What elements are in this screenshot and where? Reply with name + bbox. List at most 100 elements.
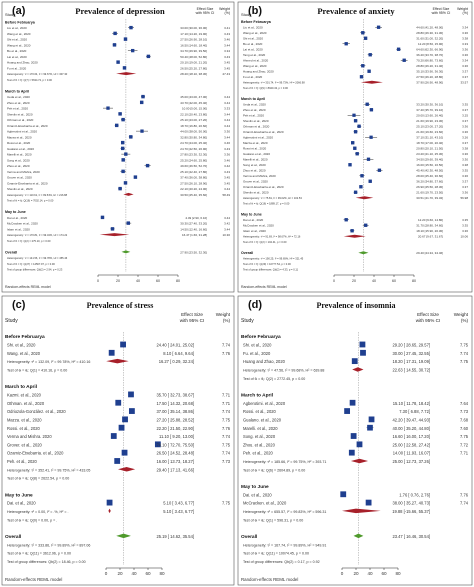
- study-weight: 3.37: [462, 119, 468, 123]
- subgroup-pooled-diamond: [117, 467, 136, 472]
- study-effect-ci: 44.00 [38.00, 50.00]: [180, 130, 207, 134]
- study-effect-square: [352, 113, 356, 117]
- study-name: Fu et al., 2020: [243, 75, 263, 79]
- study-effect-square: [368, 53, 372, 57]
- study-weight: 7.73: [460, 409, 469, 414]
- study-name: Rossi. et al., 2020: [7, 426, 40, 431]
- subgroup-pooled-diamond: [116, 72, 137, 76]
- study-effect-square: [110, 227, 115, 231]
- study-weight: 3.46: [224, 38, 230, 42]
- study-name: Wang. et al., 2020: [7, 351, 41, 356]
- study-name: Shevlin et al., 2020: [7, 187, 33, 191]
- panel-title: Prevalence of depression: [75, 6, 165, 16]
- study-weight: 7.74: [460, 351, 469, 356]
- study-name: Marelli. et al., 2020: [243, 426, 278, 431]
- subgroup-pooled-weight: 58.49: [222, 193, 230, 197]
- x-axis-tick-label: 60: [392, 279, 396, 283]
- study-weight: 7.71: [460, 451, 469, 456]
- overall-heterogeneity: Heterogeneity: τ² = 167.74, I² = 99.89%,…: [243, 543, 326, 547]
- study-name: Peh. et al., 2020: [243, 451, 274, 456]
- subgroup-heterogeneity: Heterogeneity: τ² = 91.69, I² = 98.67%, …: [243, 235, 301, 239]
- study-weight: 7.71: [222, 392, 231, 397]
- study-effect-square: [367, 424, 373, 431]
- overall-effect-ci: 29.40 [24.34, 34.46]: [416, 251, 443, 255]
- study-name: Zhou et al., 2020: [7, 164, 30, 168]
- study-effect-ci: 64.60 [62.30, 66.90]: [416, 48, 443, 52]
- study-weight: 7.64: [460, 401, 469, 406]
- study-effect-ci: 35.70 [ 32.73, 38.67]: [156, 392, 194, 397]
- subgroup-homogeneity-test: Test of θᵢ = θⱼ: Q(7) = 5634.72, p = 0.0…: [7, 78, 52, 82]
- subgroup-homogeneity-test: Test of θᵢ = θⱼ: Q(16) = 1889.17, p = 0.…: [243, 202, 290, 206]
- panel-c: (c) Prevalence of stress Study Effect Sizew…: [1, 295, 235, 586]
- study-effect-ci: 26.50 [ 24.52, 28.48]: [156, 451, 194, 456]
- study-weight: 3.36: [462, 229, 468, 233]
- subgroup-pooled-effect-ci: 22.63 [ 14.55, 30.72]: [392, 368, 430, 373]
- study-weight: 3.33: [462, 42, 468, 46]
- study-name: Song et al., 2020: [7, 158, 30, 162]
- study-effect-ci: 31.60 [31.00, 32.20]: [416, 37, 443, 41]
- study-effect-square: [114, 458, 121, 464]
- subgroup-heading: March to April: [5, 89, 29, 93]
- subgroup-heterogeneity: Heterogeneity: τ² = 655.57, I² = 99.83%,…: [243, 510, 326, 514]
- study-effect-square: [357, 124, 361, 128]
- study-name: Zhou. et al., 2020: [243, 442, 276, 447]
- study-effect-square: [121, 169, 125, 174]
- study-name: Ueda et al., 2020: [7, 95, 30, 99]
- study-name: Huang and Zhao, 2020: [7, 61, 38, 65]
- panel-background: [238, 296, 472, 585]
- overall-pooled-diamond: [121, 250, 131, 254]
- study-name: Mazza et al., 2020: [243, 141, 268, 145]
- study-effect-ci: 70.20 [66.80, 73.60]: [416, 59, 443, 63]
- study-name: Marelli et al., 2020: [7, 153, 32, 157]
- study-effect-square: [360, 174, 364, 178]
- subgroup-homogeneity-test: Test of θᵢ = θⱼ: Q(2) = 104.41, p = 0.00: [243, 240, 287, 244]
- study-weight: 3.36: [462, 31, 468, 35]
- subgroup-heterogeneity: Heterogeneity: τ² = 185.66, I² = 99.75%,…: [243, 460, 326, 464]
- study-weight: 3.37: [462, 185, 468, 189]
- study-effect-square: [351, 141, 355, 145]
- study-effect-square: [141, 94, 145, 99]
- study-name: Mazza et al., 2020: [7, 135, 32, 139]
- subgroup-heterogeneity: Heterogeneity: τ² = 47.56, I² = 99.68%, …: [243, 369, 324, 373]
- study-weight: 3.43: [224, 55, 230, 59]
- study-weight: 7.74: [222, 451, 231, 456]
- study-effect-ci: 20.10 [19.00, 21.20]: [180, 61, 207, 65]
- study-effect-ci: 18.70 [17.00, 20.40]: [416, 141, 443, 145]
- study-effect-square: [344, 42, 348, 46]
- subgroup-heading: Before Februarya: [241, 20, 272, 24]
- study-effect-square: [139, 100, 144, 105]
- study-weight: 3.33: [224, 107, 230, 111]
- study-effect-ci: 14.00 [ 11.93, 16.07]: [393, 451, 430, 456]
- subgroup-pooled-effect-ci: 16.27 [ 0.29, 32.24]: [159, 359, 194, 364]
- study-name: McCracken et al., 2020: [243, 224, 274, 228]
- overall-homogeneity-test: Test of θᵢ = θⱼ: Q(29) = 10777.54, p = 0…: [243, 262, 291, 266]
- study-weight: 3.36: [462, 53, 468, 57]
- column-header-weight-unit: (%): [461, 318, 469, 323]
- subgroup-heading: Before Februarya: [5, 334, 45, 340]
- study-weight: 7.73: [222, 459, 231, 464]
- study-effect-square: [350, 433, 357, 439]
- study-effect-square: [112, 43, 117, 47]
- study-name: Marelli et al., 2020: [243, 158, 268, 162]
- study-effect-ci: 45.00 [43.00, 47.00]: [180, 95, 207, 99]
- study-weight: 3.43: [224, 170, 230, 174]
- study-effect-ci: 11.10 [ 9.20, 13.00]: [159, 434, 194, 439]
- study-weight: 7.75: [460, 434, 469, 439]
- panel-b: (b) Prevalence of anxiety Study Effect Size…: [237, 1, 473, 293]
- study-name: Odriozola-González. et al., 2020: [7, 409, 66, 414]
- x-axis-tick-label: 80: [395, 571, 401, 576]
- study-effect-square: [348, 449, 355, 456]
- x-axis-tick-label: 60: [156, 279, 160, 283]
- subgroup-homogeneity-test: Test of θᵢ = θⱼ: Q(2) = 2772.45, p = 0.0…: [243, 376, 305, 381]
- column-header-effect-size: Effect Size: [181, 312, 203, 317]
- study-weight: 3.35: [462, 169, 468, 173]
- study-effect-square: [361, 64, 365, 68]
- study-name: Ozamiz-Etxebarria. et al., 2020: [7, 451, 64, 456]
- column-header-ci: with 95% CI: [180, 318, 205, 323]
- study-name: Islam et al., 2020: [7, 227, 30, 231]
- study-effect-ci: 26.50 [25.20, 27.80]: [180, 66, 207, 70]
- study-effect-ci: 27.80 [23.30, 32.30]: [180, 153, 207, 157]
- column-header-weight: Weight: [457, 7, 468, 11]
- subgroup-pooled-weight: 27.43: [222, 72, 230, 76]
